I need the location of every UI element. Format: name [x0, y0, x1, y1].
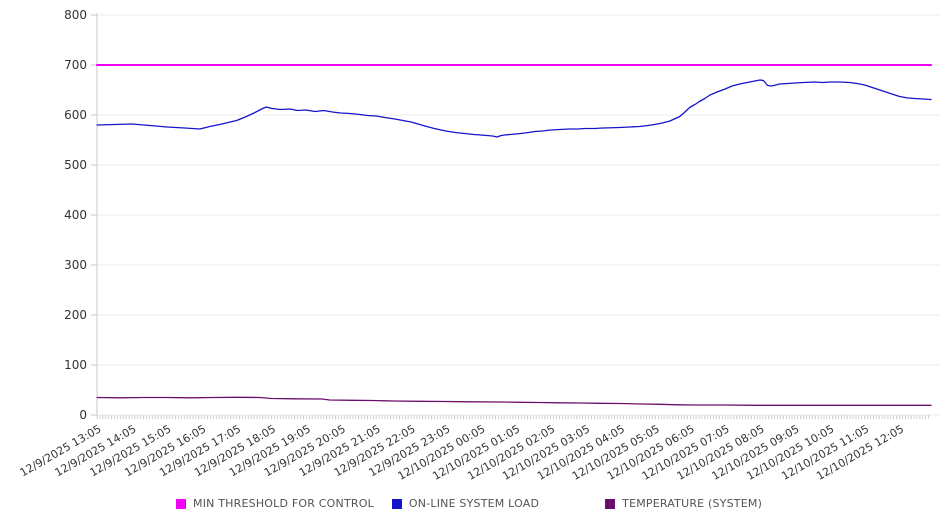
legend-swatch-min-threshold	[176, 498, 186, 509]
y-gridlines	[97, 14, 940, 416]
legend-label-system-load: ON-LINE SYSTEM LOAD	[408, 497, 540, 510]
y-axis-label: 700	[64, 58, 87, 72]
y-axis-label: 0	[79, 408, 87, 422]
y-axis-labels: 0 100 200 300 400 500 600 700 800	[64, 8, 87, 422]
y-axis-label: 800	[64, 8, 87, 22]
y-axis-label: 200	[64, 308, 87, 322]
series-line-1	[96, 79, 932, 138]
chart-canvas: 0 100 200 300 400 500 600 700 800 12/9/2025 13:05…	[18, 8, 940, 483]
legend-item-temperature[interactable]: TEMPERATURE (SYSTEM)	[605, 497, 762, 510]
series-line-2	[96, 396, 932, 406]
chart-legend: MIN THRESHOLD FOR CONTROL ON-LINE SYSTEM…	[176, 497, 780, 510]
legend-label-min-threshold: MIN THRESHOLD FOR CONTROL	[193, 497, 374, 510]
y-axis-label: 100	[64, 358, 87, 372]
y-axis-label: 300	[64, 258, 87, 272]
legend-swatch-system-load	[391, 498, 402, 509]
y-axis-ticks	[91, 14, 97, 416]
legend-item-system-load[interactable]: ON-LINE SYSTEM LOAD	[391, 497, 540, 510]
y-axis-label: 600	[64, 108, 87, 122]
legend-item-min-threshold[interactable]: MIN THRESHOLD FOR CONTROL	[176, 497, 374, 510]
y-axis-label: 400	[64, 208, 87, 222]
legend-label-temperature: TEMPERATURE (SYSTEM)	[622, 497, 763, 510]
y-axis-label: 500	[64, 158, 87, 172]
legend-swatch-temperature	[605, 498, 616, 509]
x-axis-minor-ticks	[96, 415, 930, 419]
